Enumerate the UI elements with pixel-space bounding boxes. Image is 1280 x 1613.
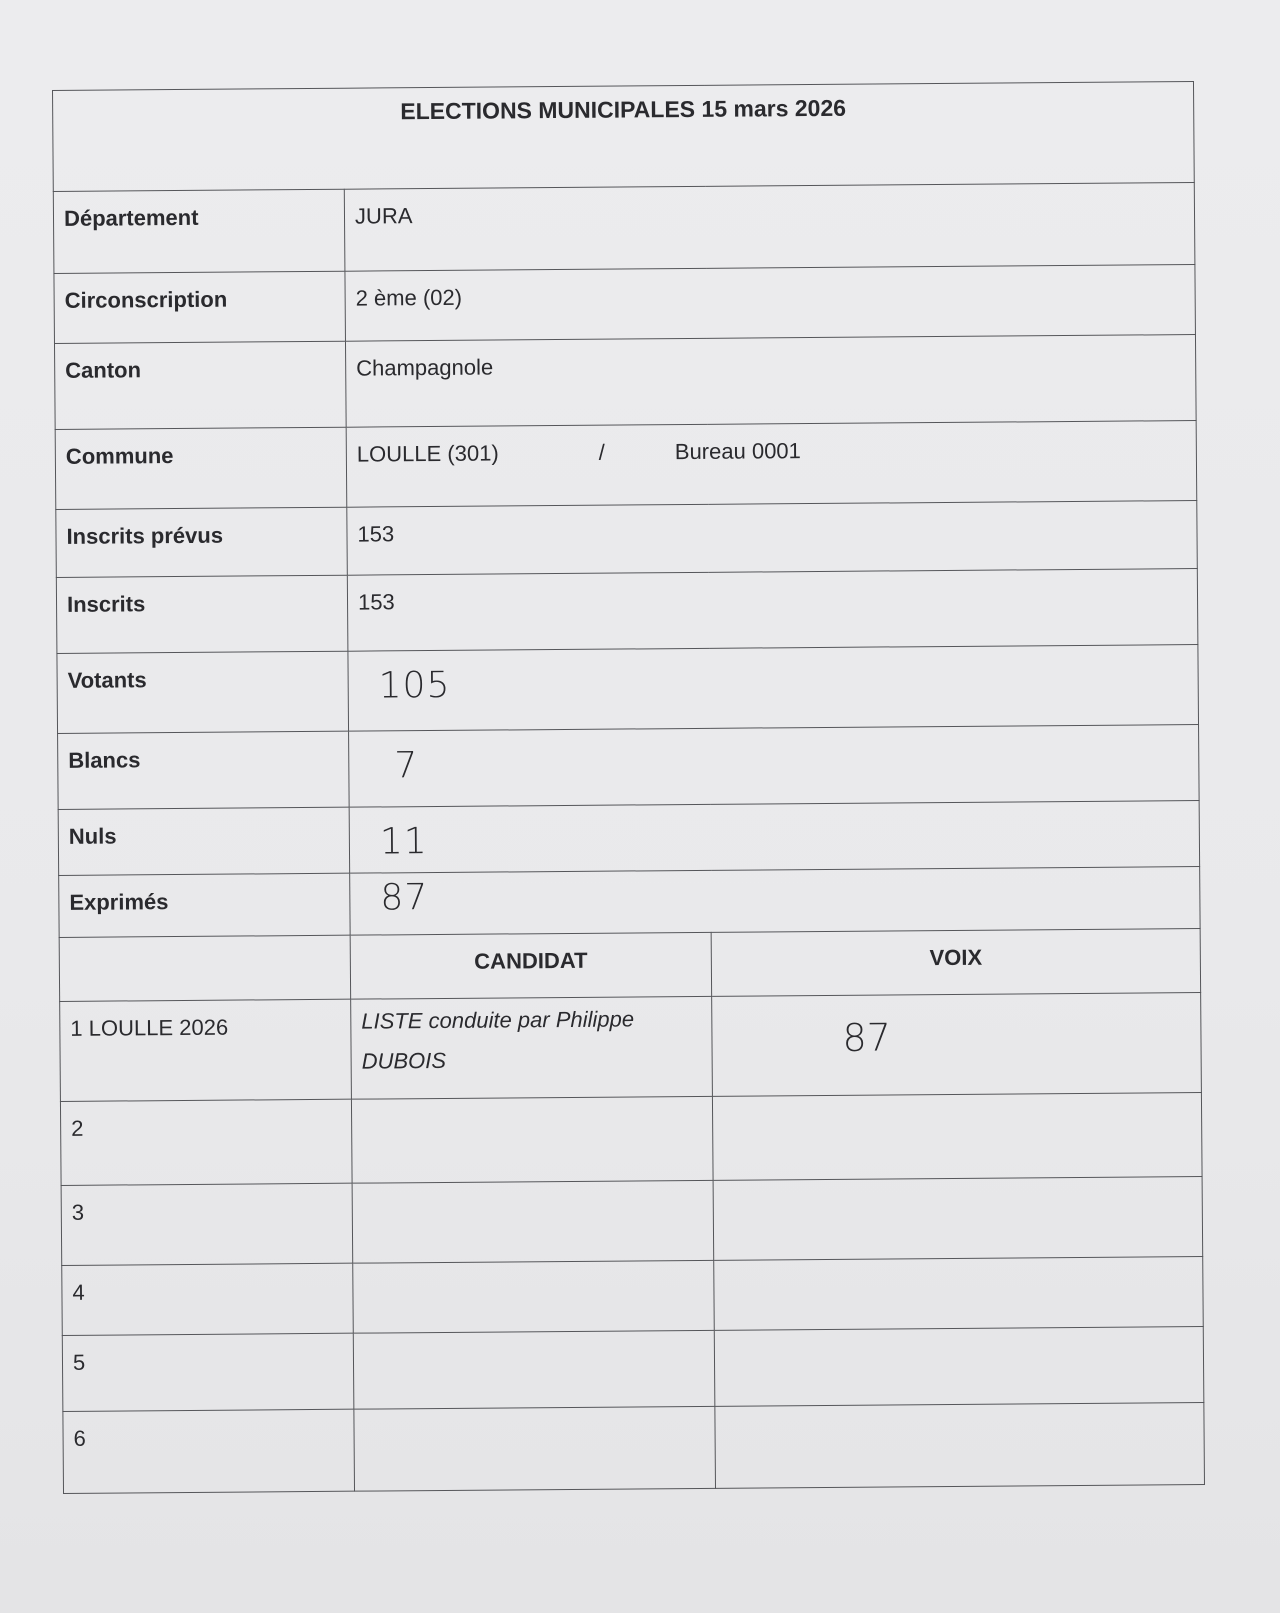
- row-number: 4: [61, 1263, 354, 1336]
- form-title: ELECTIONS MUNICIPALES 15 mars 2026: [52, 81, 1195, 192]
- row-candidat: [352, 1260, 715, 1334]
- result-row: 4: [61, 1256, 1204, 1336]
- value-exprimes: 87: [349, 866, 1201, 936]
- row-number: 2: [60, 1099, 353, 1186]
- candidat-line: LISTE conduite par Philippe: [361, 1006, 635, 1034]
- row-number: 6: [62, 1409, 355, 1494]
- label-circonscription: Circonscription: [53, 271, 346, 344]
- result-row: 5: [62, 1326, 1204, 1412]
- row-number: 5: [62, 1333, 354, 1412]
- result-row: 6: [62, 1402, 1205, 1494]
- bureau: Bureau 0001: [674, 438, 801, 465]
- row-voix: [713, 1176, 1203, 1261]
- header-candidat: CANDIDAT: [350, 932, 712, 1000]
- row-number: 3: [61, 1183, 353, 1266]
- label-exprimes: Exprimés: [58, 873, 351, 938]
- result-row: 1 LOULLE 2026 LISTE conduite par Philipp…: [59, 992, 1202, 1102]
- row-candidat: [351, 1096, 714, 1184]
- value-blancs: 7: [348, 724, 1200, 808]
- label-commune: Commune: [55, 427, 347, 510]
- election-results-form: ELECTIONS MUNICIPALES 15 mars 2026 Dépar…: [52, 81, 1205, 1494]
- label-blancs: Blancs: [57, 731, 350, 810]
- value-nuls: 11: [349, 800, 1200, 874]
- value-departement: JURA: [344, 182, 1195, 272]
- label-votants: Votants: [56, 651, 349, 734]
- candidat-line: DUBOIS: [361, 1047, 447, 1074]
- label-nuls: Nuls: [58, 807, 350, 876]
- row-voix: [714, 1326, 1204, 1407]
- label-inscrits-prevus: Inscrits prévus: [55, 507, 348, 578]
- row-candidat: [353, 1406, 716, 1492]
- header-voix: VOIX: [711, 928, 1201, 997]
- row-voix: [713, 1256, 1204, 1331]
- row-candidat: [353, 1330, 715, 1410]
- header-empty: [59, 935, 351, 1002]
- separator: /: [598, 439, 605, 465]
- commune-name: LOULLE (301): [356, 440, 499, 467]
- value-votants: 105: [347, 644, 1199, 732]
- value-inscrits-prevus: 153: [346, 500, 1198, 576]
- row-voix: [712, 1092, 1203, 1181]
- value-canton: Champagnole: [345, 334, 1197, 428]
- row-candidat: LISTE conduite par Philippe DUBOIS: [350, 996, 713, 1100]
- value-circonscription: 2 ème (02): [344, 264, 1196, 342]
- row-voix: 87: [711, 992, 1202, 1097]
- row-number: 1 LOULLE 2026: [59, 999, 352, 1102]
- label-departement: Département: [53, 189, 345, 274]
- row-candidat: [352, 1180, 714, 1264]
- row-voix: [714, 1402, 1205, 1489]
- value-inscrits: 153: [347, 568, 1198, 652]
- result-row: 2: [60, 1092, 1203, 1186]
- value-commune: LOULLE (301) / Bureau 0001: [346, 420, 1197, 508]
- label-canton: Canton: [54, 341, 347, 430]
- label-inscrits: Inscrits: [56, 575, 348, 654]
- result-row: 3: [61, 1176, 1203, 1266]
